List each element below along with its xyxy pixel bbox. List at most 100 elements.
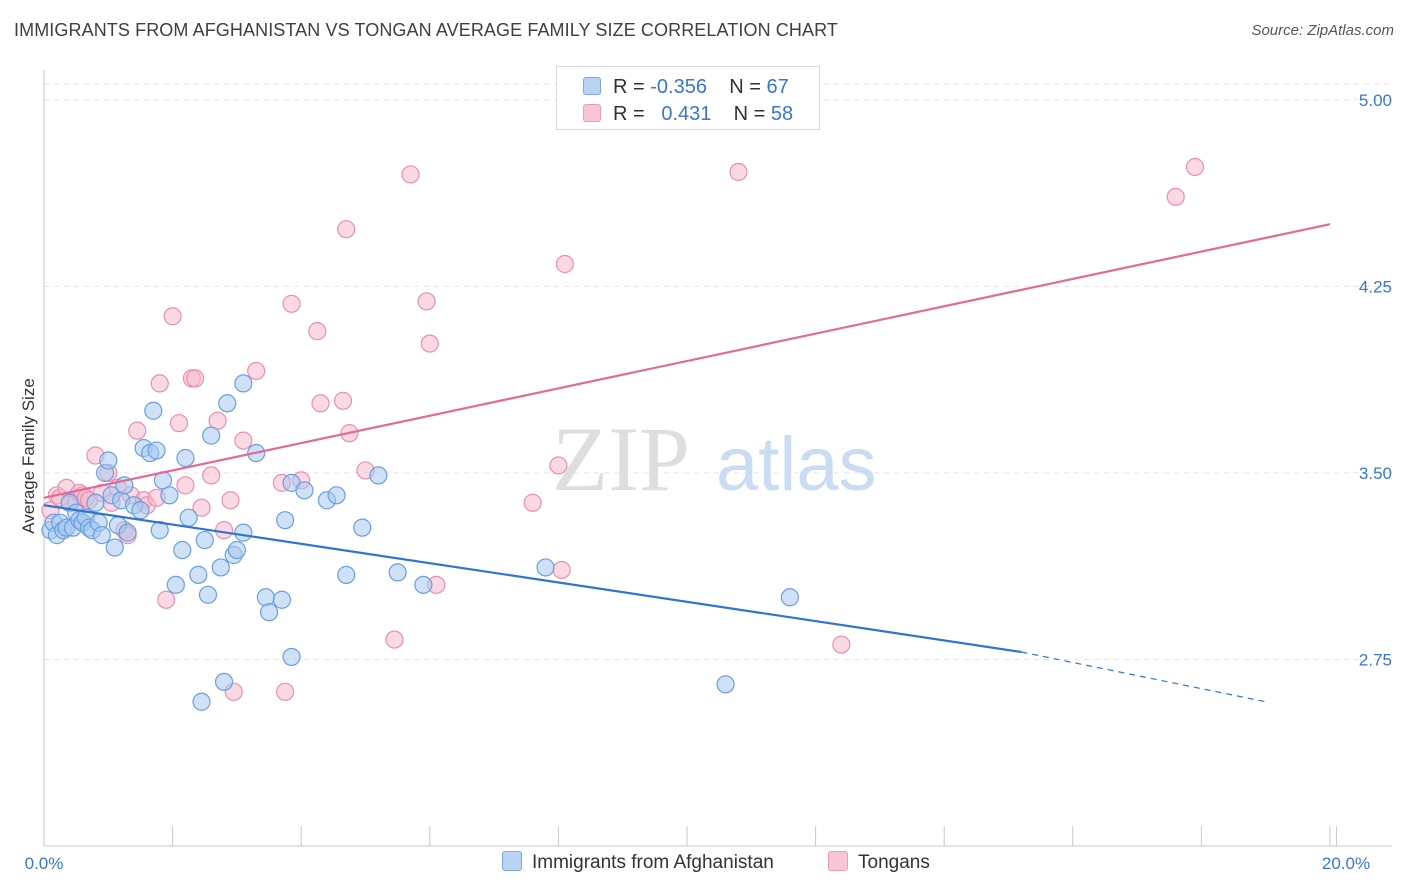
watermark: ZIP atlas (552, 408, 877, 510)
afghanistan-point[interactable] (388, 563, 407, 582)
afghanistan-point[interactable] (202, 426, 221, 445)
afghanistan-point[interactable] (92, 526, 111, 545)
tongans-point[interactable] (420, 334, 439, 353)
afghanistan-point[interactable] (218, 394, 237, 413)
tongans-point[interactable] (417, 292, 436, 311)
afghanistan-point[interactable] (716, 675, 735, 694)
r-label: R = (613, 76, 645, 98)
n-label: N = (729, 76, 761, 98)
afghanistan-point[interactable] (327, 486, 346, 505)
afghanistan-point[interactable] (211, 558, 230, 577)
afghanistan-point[interactable] (227, 540, 246, 560)
tongans-point[interactable] (337, 220, 356, 239)
tongans-point[interactable] (308, 322, 327, 341)
afghanistan-point[interactable] (198, 585, 218, 604)
tongans-point[interactable] (221, 491, 240, 510)
tongans-point[interactable] (157, 590, 176, 609)
r-value-afghanistan: -0.356 (650, 76, 707, 98)
afghanistan-trend-extension (1021, 651, 1266, 703)
legend-swatch-tongans (828, 851, 848, 871)
tongans-point[interactable] (202, 466, 221, 485)
afghanistan-point[interactable] (256, 588, 275, 607)
tongans-point[interactable] (282, 294, 301, 313)
legend-swatch-afghanistan (502, 851, 522, 871)
tongans-point[interactable] (169, 414, 189, 433)
tongans-point[interactable] (401, 165, 420, 184)
tongans-point[interactable] (1185, 157, 1205, 177)
afghanistan-point[interactable] (131, 501, 150, 520)
afghanistan-point[interactable] (166, 575, 185, 594)
afghanistan-trend-line (43, 504, 1022, 654)
tongans-point[interactable] (234, 431, 253, 450)
tongans-point[interactable] (333, 391, 353, 410)
tongans-point[interactable] (1166, 187, 1185, 206)
watermark-zip: ZIP (552, 408, 690, 510)
afghanistan-point[interactable] (295, 481, 314, 500)
afghanistan-point[interactable] (173, 540, 192, 560)
tongans-point[interactable] (214, 521, 234, 540)
afghanistan-point[interactable] (259, 603, 279, 622)
tongans-point[interactable] (549, 456, 568, 475)
tongans-point[interactable] (523, 493, 542, 512)
afghanistan-point[interactable] (353, 518, 372, 537)
n-value-tongans: 58 (770, 103, 794, 125)
legend-item-afghanistan[interactable]: Immigrants from Afghanistan (502, 851, 774, 874)
afghanistan-point[interactable] (214, 672, 234, 691)
tongans-point[interactable] (385, 630, 404, 649)
afghanistan-point[interactable] (337, 565, 356, 584)
afghanistan-point[interactable] (234, 374, 253, 393)
tongans-point[interactable] (176, 476, 195, 495)
legend-label-tongans: Tongans (858, 852, 930, 873)
axes (43, 70, 1392, 847)
afghanistan-point[interactable] (189, 565, 208, 584)
trend-lines (43, 223, 1331, 703)
afghanistan-point[interactable] (195, 530, 214, 550)
tongans-point[interactable] (150, 374, 169, 393)
y-tick-label: 4.25 (1359, 277, 1392, 296)
afghanistan-point[interactable] (160, 486, 179, 505)
afghanistan-point[interactable] (276, 511, 295, 530)
afghanistan-point[interactable] (192, 692, 211, 711)
afghanistan-point[interactable] (414, 575, 433, 594)
afghanistan-point[interactable] (147, 441, 166, 460)
afghanistan-point[interactable] (176, 448, 195, 468)
tongans-point[interactable] (186, 369, 205, 388)
tongans-point[interactable] (128, 421, 147, 440)
afghanistan-point[interactable] (536, 558, 555, 577)
tongans-point[interactable] (163, 307, 182, 326)
afghanistan-point[interactable] (780, 588, 799, 607)
tongans-point[interactable] (276, 682, 295, 701)
tongans-point[interactable] (832, 635, 851, 654)
y-tick-label: 2.75 (1359, 650, 1392, 669)
afghanistan-point[interactable] (144, 401, 163, 420)
afghanistan-point[interactable] (99, 451, 118, 470)
watermark-atlas: atlas (716, 422, 877, 507)
tongans-point[interactable] (729, 162, 748, 182)
swatch-afghanistan (583, 77, 601, 95)
tongans-trend-line (43, 223, 1331, 499)
afghanistan-point[interactable] (118, 523, 137, 542)
legend-label-afghanistan: Immigrants from Afghanistan (532, 852, 774, 873)
y-tick-label: 5.00 (1359, 91, 1392, 110)
legend-item-tongans[interactable]: Tongans (828, 851, 930, 874)
afghanistan-point[interactable] (282, 647, 301, 667)
afghanistan-point[interactable] (234, 523, 253, 542)
afghanistan-point[interactable] (105, 538, 124, 557)
tongans-point[interactable] (311, 394, 330, 413)
source-label: Source: ZipAtlas.com (1251, 22, 1394, 39)
tongans-point[interactable] (247, 361, 266, 381)
afghanistan-point[interactable] (179, 508, 198, 527)
y-tick-label: 3.50 (1359, 464, 1392, 483)
tongans-point[interactable] (555, 254, 574, 274)
n-value-afghanistan: 67 (766, 76, 789, 98)
tongans-point[interactable] (192, 498, 211, 517)
afghanistan-point[interactable] (272, 590, 292, 609)
afghanistan-point[interactable] (86, 493, 105, 512)
tongans-point[interactable] (552, 560, 571, 580)
swatch-tongans (583, 104, 601, 122)
n-label: N = (733, 103, 766, 125)
x-ticks (172, 826, 1337, 846)
chart-title: IMMIGRANTS FROM AFGHANISTAN VS TONGAN AV… (14, 20, 838, 40)
y-axis-label: Average Family Size (19, 378, 38, 534)
afghanistan-point[interactable] (369, 466, 388, 485)
